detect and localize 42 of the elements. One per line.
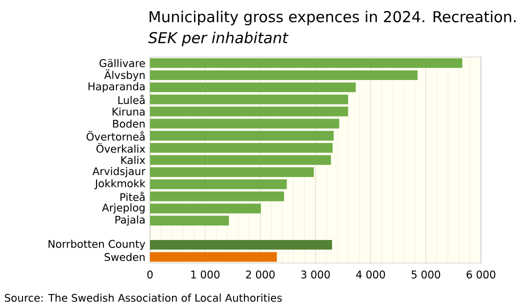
y-tick-label: Kalix — [121, 156, 146, 164]
bar — [150, 216, 229, 226]
bar — [150, 106, 348, 116]
x-tick-label: 2 000 — [246, 270, 275, 278]
x-tick-label: 1 000 — [191, 270, 220, 278]
bar — [150, 204, 261, 214]
x-tick-label: 0 — [147, 270, 153, 278]
y-tick-label: Boden — [113, 120, 145, 128]
y-tick-label: Piteå — [120, 192, 145, 202]
y-tick-label: Norrbotten County — [48, 240, 146, 250]
bar — [150, 130, 334, 141]
y-tick-label: Haparanda — [88, 82, 145, 92]
y-tick-label: Sweden — [104, 252, 145, 262]
x-tick-label: 5 000 — [412, 270, 440, 278]
y-tick-label: Arvidsjaur — [92, 167, 146, 178]
chart-subtitle: SEK per inhabitant — [148, 32, 288, 46]
bar — [150, 143, 333, 153]
bar — [150, 240, 332, 250]
y-tick-label: Övertorneå — [86, 130, 145, 141]
bar — [150, 82, 356, 92]
y-tick-label: Älvsbyn — [104, 69, 145, 82]
y-tick-label: Jokkmokk — [94, 179, 146, 190]
bar — [150, 58, 462, 68]
bar — [150, 167, 314, 177]
bar — [150, 179, 287, 190]
bar — [150, 155, 331, 165]
bar — [150, 192, 284, 202]
x-tick-label: 3 000 — [301, 270, 330, 278]
bar — [150, 118, 340, 128]
x-tick-label: 4 000 — [356, 270, 385, 278]
x-tick-label: 6 000 — [466, 270, 496, 278]
y-tick-label: Gällivare — [100, 58, 145, 68]
source-note: Source: The Swedish Association of Local Authorities — [4, 294, 282, 302]
bar — [150, 70, 418, 80]
y-tick-label: Kiruna — [112, 107, 145, 116]
chart-title: Municipality gross expences in 2024. Recreation. — [150, 10, 516, 26]
bar — [150, 94, 348, 104]
y-tick-label: Pajala — [116, 216, 145, 226]
bar — [150, 252, 277, 262]
y-tick-label: Överkalix — [96, 143, 146, 153]
y-tick-label: Luleå — [118, 94, 145, 104]
y-tick-label: Arjeplog — [102, 203, 145, 214]
